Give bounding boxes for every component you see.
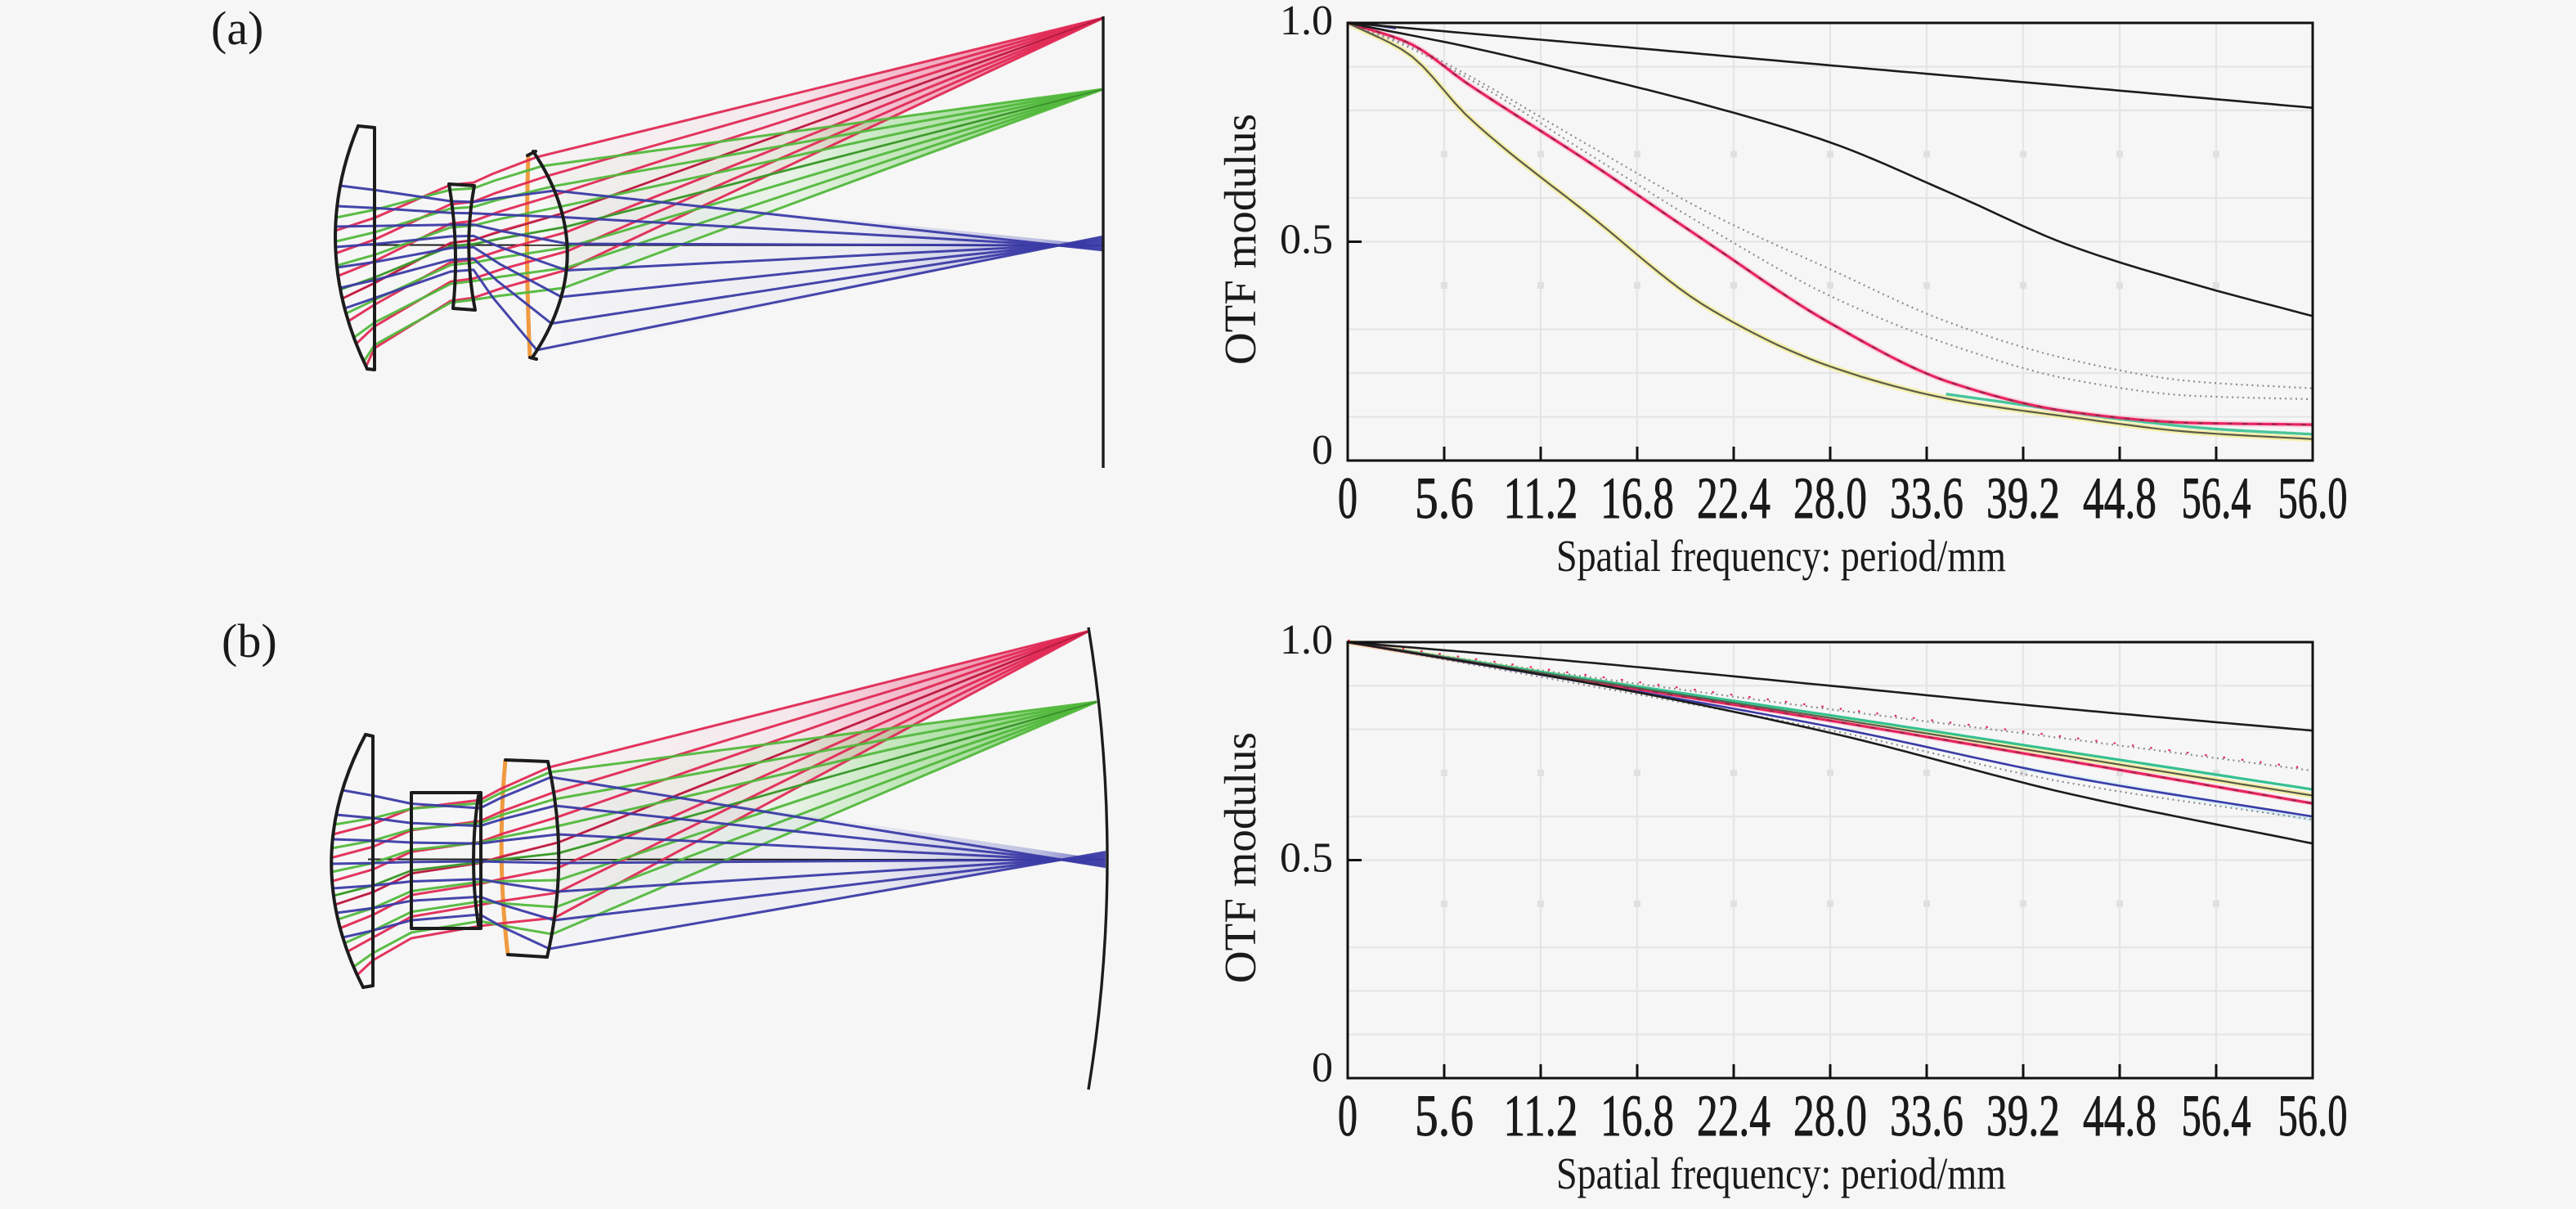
svg-text:28.0: 28.0: [1793, 465, 1867, 531]
svg-text:1.0: 1.0: [1280, 0, 1333, 44]
svg-text:56.4: 56.4: [2182, 465, 2251, 531]
svg-text:OTF modulus: OTF modulus: [1215, 732, 1265, 983]
svg-text:28.0: 28.0: [1793, 1083, 1867, 1148]
svg-text:44.8: 44.8: [2083, 465, 2156, 531]
svg-text:11.2: 11.2: [1504, 465, 1578, 531]
svg-text:33.6: 33.6: [1890, 1083, 1963, 1148]
svg-text:0.5: 0.5: [1280, 217, 1333, 263]
svg-text:22.4: 22.4: [1697, 1083, 1770, 1148]
svg-text:Spatial frequency: period/mm: Spatial frequency: period/mm: [1556, 531, 2006, 581]
svg-text:22.4: 22.4: [1697, 465, 1770, 531]
svg-text:33.6: 33.6: [1890, 465, 1963, 531]
svg-text:56.0: 56.0: [2278, 465, 2348, 531]
svg-text:56.0: 56.0: [2278, 1083, 2348, 1148]
svg-text:(b): (b): [222, 614, 277, 667]
svg-text:0: 0: [1312, 1045, 1333, 1091]
svg-text:0: 0: [1338, 1083, 1358, 1148]
svg-text:0: 0: [1312, 427, 1333, 474]
svg-text:5.6: 5.6: [1415, 465, 1474, 531]
svg-text:16.8: 16.8: [1600, 465, 1674, 531]
svg-text:44.8: 44.8: [2083, 1083, 2156, 1148]
svg-text:OTF modulus: OTF modulus: [1215, 114, 1265, 365]
svg-text:(a): (a): [211, 2, 263, 55]
svg-text:39.2: 39.2: [1986, 1083, 2060, 1148]
svg-text:5.6: 5.6: [1415, 1083, 1474, 1148]
svg-text:39.2: 39.2: [1986, 465, 2060, 531]
svg-text:1.0: 1.0: [1280, 617, 1333, 663]
svg-text:16.8: 16.8: [1600, 1083, 1674, 1148]
svg-text:0: 0: [1338, 465, 1358, 531]
svg-text:0.5: 0.5: [1280, 835, 1333, 882]
svg-text:56.4: 56.4: [2182, 1083, 2251, 1148]
svg-text:Spatial frequency: period/mm: Spatial frequency: period/mm: [1556, 1148, 2006, 1198]
svg-text:11.2: 11.2: [1504, 1083, 1578, 1148]
